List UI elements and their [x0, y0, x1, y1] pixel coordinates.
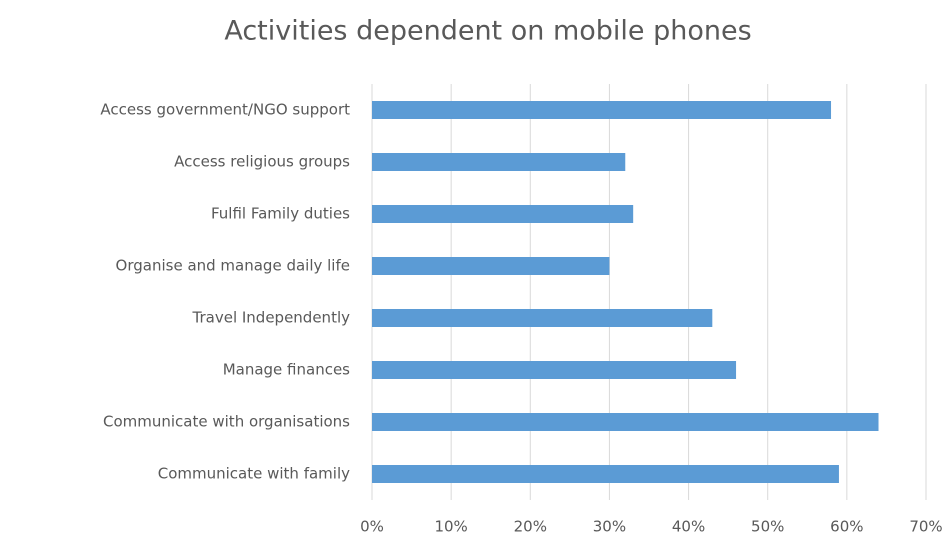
x-tick-label: 40% [672, 518, 705, 536]
y-tick-label: Access government/NGO support [100, 101, 350, 119]
x-tick-label: 20% [514, 518, 547, 536]
bar [372, 257, 610, 275]
bar [372, 153, 626, 171]
x-tick-label: 50% [751, 518, 784, 536]
x-tick-label: 0% [360, 518, 384, 536]
bar [372, 101, 832, 119]
bar [372, 361, 737, 379]
bar [372, 309, 713, 327]
chart-title: Activities dependent on mobile phones [224, 16, 751, 47]
x-tick-label: 70% [909, 518, 942, 536]
y-tick-label: Access religious groups [174, 153, 350, 171]
y-tick-label: Communicate with organisations [103, 413, 350, 431]
y-tick-label: Manage finances [223, 361, 350, 379]
y-tick-label: Travel Independently [192, 309, 351, 327]
bar [372, 413, 879, 431]
x-tick-label: 60% [830, 518, 863, 536]
y-tick-label: Organise and manage daily life [116, 257, 350, 275]
bar [372, 465, 839, 483]
bar [372, 205, 634, 223]
y-tick-label: Communicate with family [158, 465, 350, 483]
x-tick-label: 10% [434, 518, 467, 536]
y-tick-label: Fulfil Family duties [211, 205, 350, 223]
x-tick-label: 30% [593, 518, 626, 536]
